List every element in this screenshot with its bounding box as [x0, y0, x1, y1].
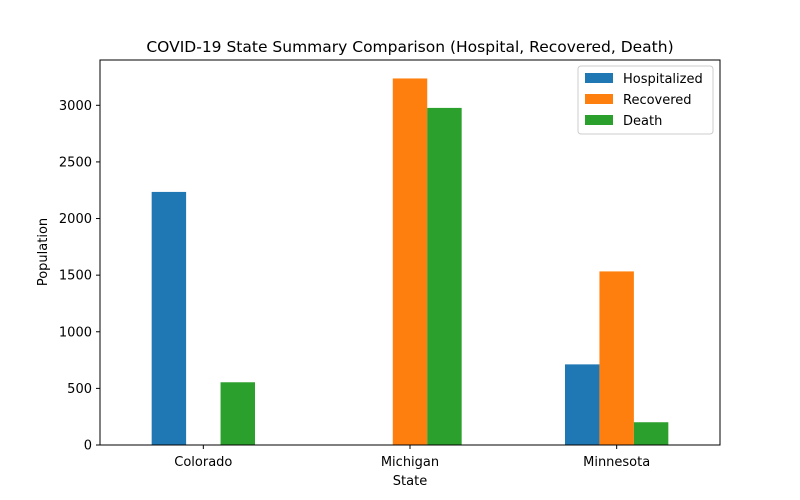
- y-tick-label: 500: [67, 382, 92, 397]
- bar-death-michigan: [427, 107, 462, 445]
- legend-swatch-recovered: [585, 94, 613, 104]
- legend-swatch-hospitalized: [585, 73, 613, 83]
- x-tick-label: Minnesota: [583, 455, 650, 470]
- bar-recovered-michigan: [392, 78, 428, 446]
- x-tick-label: Colorado: [174, 455, 232, 470]
- bar-death-colorado: [220, 382, 255, 445]
- x-axis-label: State: [393, 474, 427, 489]
- legend: Hospitalized Recovered Death: [577, 65, 714, 135]
- y-axis-label: Population: [36, 218, 51, 286]
- x-axis: Colorado Michigan Minnesota: [174, 445, 650, 470]
- legend-label-death: Death: [623, 114, 662, 129]
- x-tick-label: Michigan: [381, 455, 439, 470]
- y-tick-label: 2500: [59, 155, 92, 170]
- bar-hospitalized-colorado: [151, 191, 187, 445]
- chart-title: COVID-19 State Summary Comparison (Hospi…: [146, 38, 673, 56]
- y-tick-label: 3000: [59, 99, 92, 114]
- bar-recovered-minnesota: [599, 271, 634, 445]
- y-tick-label: 1500: [59, 269, 92, 284]
- legend-swatch-death: [585, 115, 613, 125]
- y-tick-label: 1000: [59, 325, 92, 340]
- bars-layer: [151, 78, 669, 446]
- legend-label-recovered: Recovered: [623, 93, 692, 108]
- bar-death-minnesota: [633, 422, 669, 445]
- y-axis: 0 500 1000 1500 2000 2500 3000: [59, 99, 100, 454]
- y-tick-label: 2000: [59, 212, 92, 227]
- legend-label-hospitalized: Hospitalized: [623, 72, 703, 87]
- bar-hospitalized-minnesota: [565, 364, 600, 445]
- y-tick-label: 0: [84, 439, 92, 454]
